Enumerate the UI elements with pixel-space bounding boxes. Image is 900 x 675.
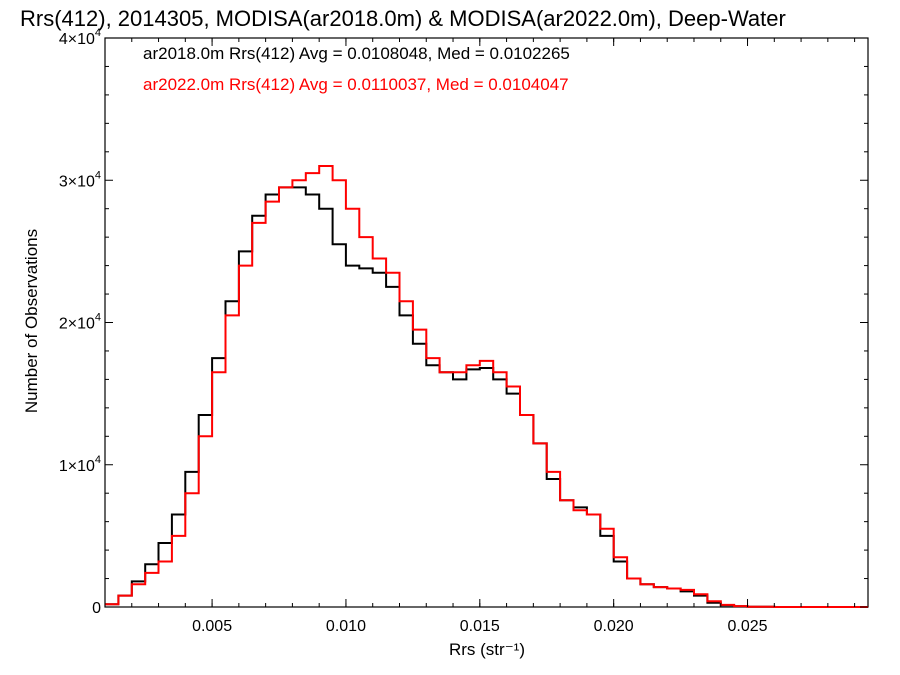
y-tick-label: 0 — [92, 600, 101, 617]
x-axis-label: Rrs (str⁻¹) — [449, 640, 525, 659]
y-tick-label: 3×104 — [59, 169, 101, 190]
y-axis-ticks: 0 1×104 2×104 3×104 4×104 — [59, 27, 868, 617]
x-tick-label: 0.025 — [728, 618, 768, 635]
plot-border — [104, 37, 869, 608]
y-axis-label: Number of Observations — [22, 229, 41, 413]
plot-frame — [104, 37, 869, 608]
legend-entry-2: ar2022.0m Rrs(412) Avg = 0.0110037, Med … — [143, 75, 569, 94]
x-tick-label: 0.010 — [326, 618, 366, 635]
y-tick-label: 2×104 — [59, 312, 101, 333]
x-tick-label: 0.015 — [460, 618, 500, 635]
legend-entry-1: ar2018.0m Rrs(412) Avg = 0.0108048, Med … — [143, 44, 570, 63]
x-tick-label: 0.005 — [192, 618, 232, 635]
chart-title: Rrs(412), 2014305, MODISA(ar2018.0m) & M… — [20, 6, 786, 31]
x-axis-ticks: 0.005 0.010 0.015 0.020 0.025 — [104, 38, 856, 635]
y-tick-label: 4×104 — [59, 27, 101, 48]
series-line-2 — [105, 165, 868, 608]
series-layer — [105, 165, 868, 608]
x-tick-label: 0.020 — [594, 618, 634, 635]
series-line-1 — [105, 186, 868, 608]
y-tick-label: 1×104 — [59, 454, 101, 475]
